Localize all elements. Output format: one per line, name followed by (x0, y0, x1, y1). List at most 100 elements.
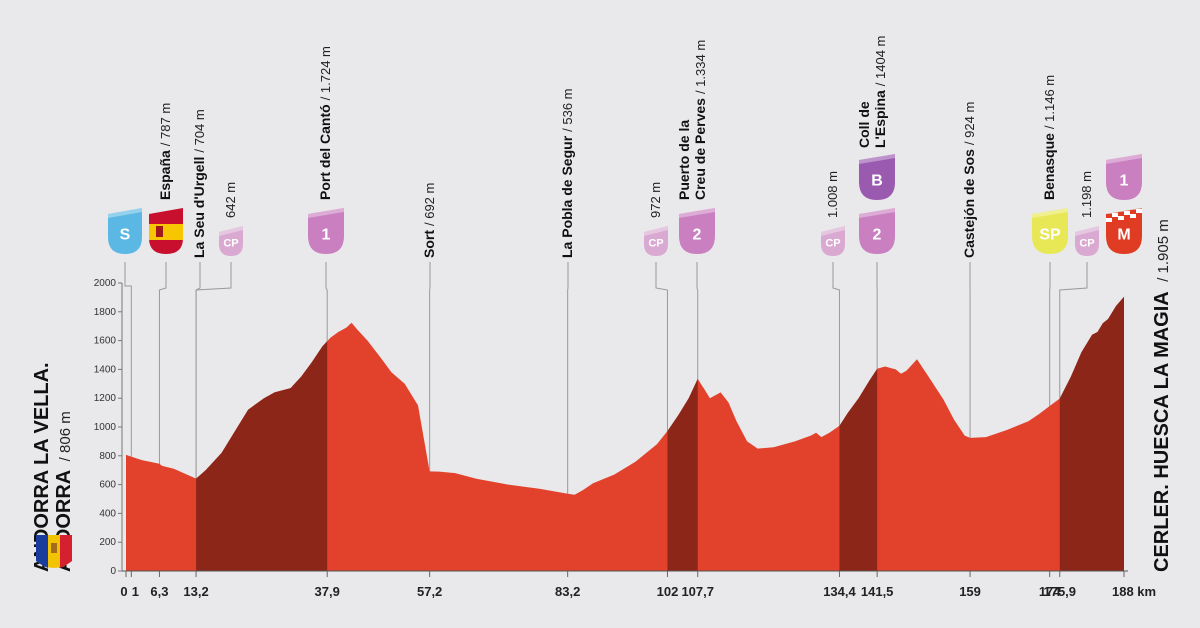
climb-segment (1059, 296, 1124, 571)
waypoint-label: 1.198 m (1079, 171, 1094, 218)
spain-flag-icon (149, 208, 183, 254)
spain-flag-crest (156, 226, 163, 237)
x-tick-label: 57,2 (417, 584, 442, 599)
waypoint-label: 642 m (223, 182, 238, 218)
waypoint-label: L'Espina / 1404 m (872, 36, 888, 148)
x-tick-label: 159 (959, 584, 981, 599)
elevation-profile (122, 296, 1128, 572)
y-tick-label: 1400 (94, 364, 117, 375)
x-axis: 0 1 6,3 13,2 37,9 57,2 83,2 102 107,7 134,4 141,5 1… (120, 571, 1156, 599)
waypoint-altitude: / 1.334 m (693, 40, 708, 94)
waypoint-name: La Seu d'Urgell (191, 157, 207, 258)
cp-badge-icon-shape (1075, 226, 1099, 256)
x-tick-label: 141,5 (861, 584, 894, 599)
waypoint-name: España (157, 150, 173, 200)
x-tick-label: 188 km (1112, 584, 1156, 599)
climb-category-badge-icon: 1 (308, 208, 344, 254)
cp-badge-icon-label: CP (648, 237, 663, 249)
waypoint-label: Puerto de la (676, 120, 692, 200)
start-badge-icon: S (108, 208, 142, 254)
cp-badge-icon-fold (219, 226, 243, 236)
climb-segment (667, 296, 698, 571)
bonus-badge-icon-label: B (871, 172, 883, 189)
waypoint-name: Port del Cantó (317, 104, 333, 200)
finish-name: CERLER. HUESCA LA MAGIA (1151, 291, 1173, 572)
waypoint-label: 972 m (648, 182, 663, 218)
finish-altitude: / 1.905 m (1155, 219, 1172, 282)
waypoint-label: Sort / 692 m (421, 183, 437, 258)
y-tick-label: 1000 (94, 422, 117, 433)
waypoint-labels: España / 787 m La Seu d'Urgell / 704 m 642 m… (157, 36, 1094, 258)
x-tick-label: 0 (120, 584, 127, 599)
start-badge-icon-fold (108, 208, 142, 218)
waypoint-altitude: / 1.724 m (318, 46, 333, 100)
cp-badge-icon-fold (821, 226, 845, 236)
waypoint-altitude: / 704 m (192, 109, 207, 152)
x-tick-label: 37,9 (315, 584, 340, 599)
climb-category-badge-icon: 2 (859, 208, 895, 254)
climb-category-badge-icon-shape (859, 208, 895, 254)
waypoint-label: La Pobla de Segur / 536 m (559, 89, 575, 259)
waypoint-name: Benasque (1041, 133, 1057, 200)
y-tick-label: 1800 (94, 307, 117, 318)
cp-badge-icon-fold (1075, 226, 1099, 236)
y-tick-label: 200 (99, 537, 116, 548)
waypoint-label: La Seu d'Urgell / 704 m (191, 109, 207, 258)
climb-category-badge-icon-fold (1106, 154, 1142, 164)
y-tick-label: 1600 (94, 336, 117, 347)
waypoint-altitude: 1.198 m (1079, 171, 1094, 218)
start-name: ANDORRA LA VELLA. (31, 362, 53, 572)
finish-badge-icon-label: M (1117, 226, 1130, 243)
waypoint-label: Benasque / 1.146 m (1041, 75, 1057, 200)
start-altitude: / 806 m (57, 411, 74, 461)
waypoint-altitude: 642 m (223, 182, 238, 218)
waypoint-name: La Pobla de Segur (559, 135, 575, 258)
waypoint-altitude: / 692 m (422, 183, 437, 226)
y-tick-label: 1200 (94, 393, 117, 404)
sprint-badge-icon: SP (1032, 208, 1068, 254)
bonus-badge-icon-shape (859, 154, 895, 200)
y-tick-label: 2000 (94, 278, 117, 289)
waypoint-altitude: / 924 m (962, 102, 977, 145)
checker-cell (1106, 214, 1112, 218)
waypoint-name-line2: L'Espina (872, 90, 888, 148)
cp-badge-icon-shape (821, 226, 845, 256)
y-tick-label: 600 (99, 480, 116, 491)
climb-category-badge-icon-fold (859, 208, 895, 218)
waypoint-altitude: / 1404 m (873, 36, 888, 87)
checker-cell (1112, 213, 1118, 217)
x-tick-label: 83,2 (555, 584, 580, 599)
x-tick-label: 107,7 (681, 584, 714, 599)
finish-line: CERLER. HUESCA LA MAGIA / 1.905 m (1151, 219, 1173, 572)
climb-category-badge-icon: 1 (1106, 154, 1142, 200)
climb-category-badge-icon-label: 1 (1120, 172, 1129, 189)
start-badge-icon-label: S (120, 226, 131, 243)
waypoint-label: 1.008 m (825, 171, 840, 218)
climb-category-badge-icon-label: 2 (873, 226, 882, 243)
cp-badge-icon: CP (1075, 226, 1099, 256)
checker-cell (1130, 210, 1136, 214)
checker-cell (1118, 212, 1124, 216)
climb-category-badge-icon: 2 (679, 208, 715, 254)
cp-badge-icon-label: CP (223, 237, 238, 249)
cp-badge-icon: CP (821, 226, 845, 256)
x-tick-label: 102 (657, 584, 679, 599)
checker-cell (1136, 209, 1142, 213)
waypoint-altitude: / 1.146 m (1042, 75, 1057, 129)
cp-badge-icon: CP (219, 226, 243, 256)
waypoint-altitude: / 787 m (158, 103, 173, 146)
waypoint-name: Coll de (856, 101, 872, 148)
cp-badge-icon-label: CP (1079, 237, 1094, 249)
x-tick-label: 6,3 (150, 584, 168, 599)
waypoint-altitude: / 536 m (560, 89, 575, 132)
climb-segment (196, 296, 328, 571)
checker-cell (1130, 214, 1136, 218)
climb-category-badge-icon-fold (679, 208, 715, 218)
y-tick-label: 0 (110, 566, 116, 577)
waypoint-label: España / 787 m (157, 103, 173, 200)
checker-cell (1106, 218, 1112, 222)
guide-line (195, 262, 232, 571)
waypoint-label: Port del Cantó / 1.724 m (317, 46, 333, 200)
waypoint-badges: S CP 1 CP 2 CP 2 B SP CP M 1 (108, 154, 1142, 256)
y-tick-label: 800 (99, 451, 116, 462)
